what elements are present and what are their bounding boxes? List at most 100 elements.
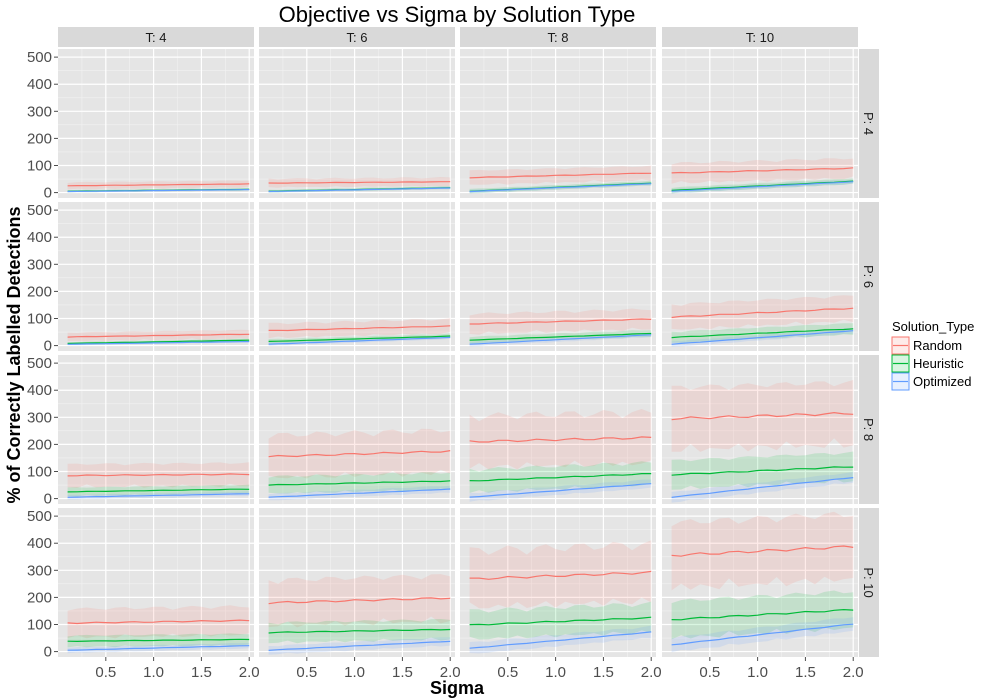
panel-background — [58, 508, 254, 657]
series-line-random — [671, 167, 854, 174]
x-axis-label: Sigma — [430, 678, 485, 698]
series-line-random — [268, 325, 451, 332]
panel-background — [460, 508, 656, 657]
y-tick-label: 200 — [27, 283, 52, 300]
confidence-band-optimized — [469, 625, 652, 654]
y-tick-label: 0 — [44, 185, 52, 202]
confidence-band-heuristic — [469, 601, 652, 640]
series-line-heuristic — [67, 638, 250, 643]
facet-panel — [58, 355, 254, 504]
series-line-random — [469, 318, 652, 325]
series-line-random — [671, 545, 854, 557]
x-tick-label: 1.5 — [593, 664, 614, 681]
series-line-optimized — [268, 488, 451, 498]
y-tick-label: 500 — [27, 202, 52, 219]
series-line-optimized — [67, 189, 250, 193]
panels-layer: T: 4 T: 6 T: 8 T: 10 P: 4 P: 6 P: 8 P: 10 0 100 20… — [27, 27, 879, 681]
panel-background — [58, 202, 254, 351]
y-tick-label: 400 — [27, 382, 52, 399]
series-line-optimized — [469, 631, 652, 649]
panel-background — [58, 49, 254, 198]
chart-title: Objective vs Sigma by Solution Type — [279, 2, 636, 27]
facet-panel — [662, 355, 858, 504]
legend-label: Random — [913, 338, 962, 353]
series-line-optimized — [469, 483, 652, 498]
col-strip — [662, 27, 858, 47]
y-tick-label: 500 — [27, 508, 52, 525]
facet-panel — [460, 508, 656, 657]
x-tick-label: 1.0 — [747, 664, 768, 681]
y-tick-label: 100 — [27, 463, 52, 480]
series-line-optimized — [268, 336, 451, 345]
panel-background — [259, 355, 455, 504]
y-tick-label: 500 — [27, 49, 52, 66]
series-line-heuristic — [671, 466, 854, 476]
series-line-optimized — [268, 640, 451, 651]
series-line-random — [268, 597, 451, 605]
y-axis-label: % of Correctly Labelled Detections — [4, 206, 24, 503]
series-line-optimized — [268, 187, 451, 193]
legend: Solution_Type Random Heuristic Optimized — [891, 319, 974, 391]
x-tick-label: 1.5 — [191, 664, 212, 681]
y-tick-label: 100 — [27, 616, 52, 633]
col-strip-label: T: 10 — [746, 30, 774, 45]
x-tick-label: 0.5 — [497, 664, 518, 681]
facet-panel — [58, 508, 254, 657]
series-line-heuristic — [268, 628, 451, 634]
series-line-heuristic — [671, 608, 854, 621]
series-line-heuristic — [671, 328, 854, 339]
panel-background — [460, 202, 656, 351]
series-line-random — [671, 307, 854, 319]
series-line-heuristic — [67, 488, 250, 493]
y-tick-label: 500 — [27, 355, 52, 372]
facet-panel — [259, 508, 455, 657]
row-strip-label: P: 10 — [861, 567, 876, 597]
facet-panel — [259, 202, 455, 351]
series-line-random — [671, 411, 854, 421]
x-tick-label: 0.5 — [95, 664, 116, 681]
col-strip — [460, 27, 656, 47]
row-strip — [859, 508, 879, 657]
panel-background — [460, 355, 656, 504]
series-line-heuristic — [268, 480, 451, 486]
y-tick-label: 300 — [27, 562, 52, 579]
x-tick-label: 0.5 — [699, 664, 720, 681]
facet-panel — [662, 508, 858, 657]
col-strip-label: T: 6 — [347, 30, 368, 45]
series-line-random — [469, 570, 652, 580]
series-line-random — [268, 181, 451, 184]
series-line-random — [67, 473, 250, 477]
series-line-random — [268, 450, 451, 458]
series-line-optimized — [67, 340, 250, 345]
series-line-optimized — [671, 330, 854, 345]
series-line-optimized — [671, 623, 854, 646]
series-line-heuristic — [67, 339, 250, 345]
x-tick-label: 1.5 — [392, 664, 413, 681]
x-tick-label: 2.0 — [440, 664, 461, 681]
panel-background — [662, 508, 858, 657]
legend-title: Solution_Type — [892, 319, 974, 334]
y-tick-label: 200 — [27, 436, 52, 453]
row-strip-label: P: 4 — [861, 112, 876, 135]
x-tick-label: 1.0 — [143, 664, 164, 681]
x-tick-label: 2.0 — [641, 664, 662, 681]
facet-panel — [58, 49, 254, 198]
y-tick-label: 400 — [27, 535, 52, 552]
y-tick-label: 0 — [44, 338, 52, 355]
facet-panel — [460, 202, 656, 351]
legend-label: Optimized — [913, 374, 972, 389]
y-tick-label: 200 — [27, 130, 52, 147]
panel-background — [259, 202, 455, 351]
col-strip-label: T: 4 — [146, 30, 167, 45]
x-tick-label: 1.0 — [545, 664, 566, 681]
series-line-heuristic — [469, 473, 652, 482]
panel-background — [259, 49, 455, 198]
y-tick-label: 300 — [27, 256, 52, 273]
y-tick-label: 300 — [27, 409, 52, 426]
facet-panel — [460, 49, 656, 198]
x-tick-label: 0.5 — [296, 664, 317, 681]
series-line-optimized — [469, 183, 652, 193]
y-tick-label: 100 — [27, 157, 52, 174]
